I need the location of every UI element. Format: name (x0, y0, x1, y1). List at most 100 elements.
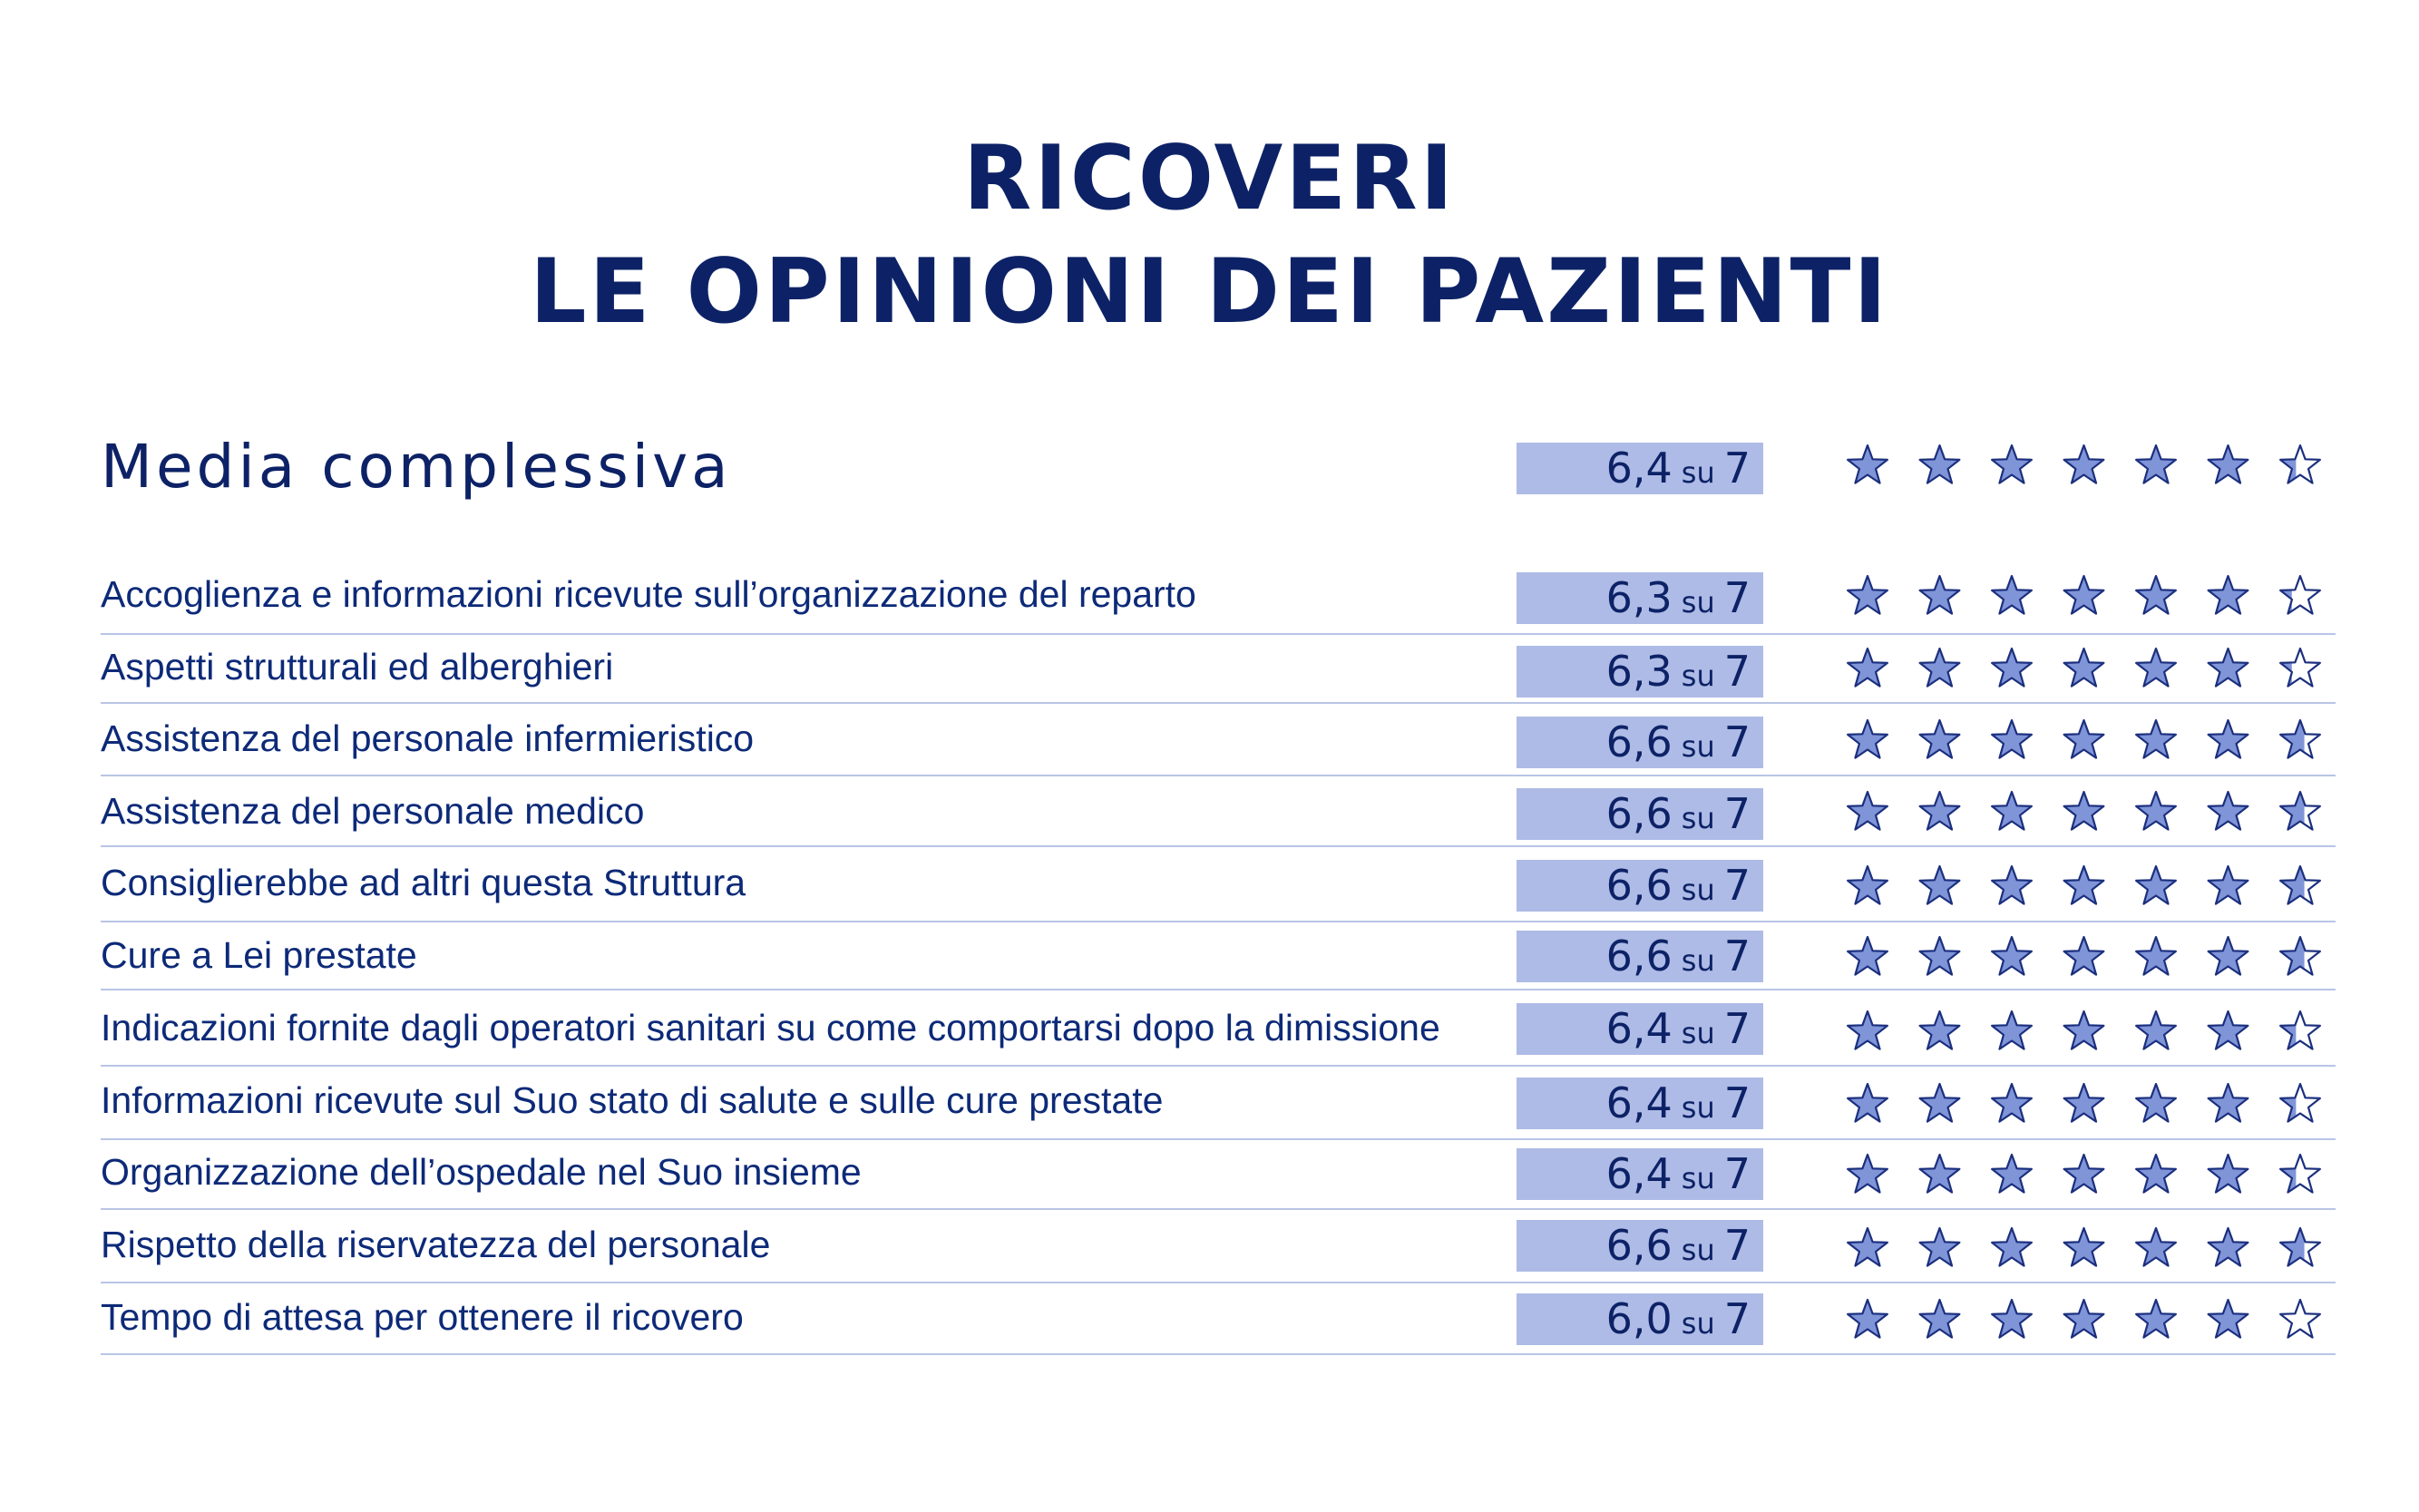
star-icon-fill (1919, 720, 1960, 758)
star-icon (1918, 1153, 1961, 1194)
star-icon-fill (1992, 1300, 2032, 1338)
row-separator (101, 1208, 2336, 1210)
row-label-aspetti-strutturali: Aspetti strutturali ed alberghieri (101, 646, 614, 688)
star-icon-fill (2136, 792, 2176, 830)
row-star-rating (1847, 1298, 2321, 1339)
row-score-su: su (1681, 729, 1715, 764)
star-icon (2063, 574, 2105, 615)
row-score-su: su (1681, 1233, 1715, 1267)
star-icon (1991, 790, 2033, 831)
star-icon (1991, 444, 2033, 484)
row-score-value: 6,6 (1605, 1221, 1673, 1270)
row-separator (101, 1138, 2336, 1140)
star-icon (1991, 1153, 2033, 1194)
row-star-rating (1847, 1082, 2321, 1123)
row-separator (101, 989, 2336, 990)
star-icon-fill (1992, 866, 2032, 904)
star-icon-fill (2208, 649, 2248, 687)
star-icon (2279, 935, 2321, 976)
star-icon-fill (2063, 649, 2104, 687)
star-icon-fill (2280, 866, 2305, 904)
star-icon (1918, 718, 1961, 759)
star-icon-fill (1919, 792, 1960, 830)
row-score-su: su (1681, 585, 1715, 619)
row-score-su: su (1681, 943, 1715, 978)
row-score-su: su (1681, 801, 1715, 835)
row-score-su: su (1681, 1161, 1715, 1195)
star-icon (2063, 647, 2105, 688)
row-star-rating (1847, 574, 2321, 615)
row-label-organizzazione: Organizzazione dell’ospedale nel Suo ins… (101, 1151, 862, 1193)
star-icon (2063, 1010, 2105, 1050)
star-icon-fill (2280, 662, 2292, 687)
star-icon-fill (1919, 1300, 1960, 1338)
star-icon (2279, 864, 2321, 905)
star-icon (1991, 935, 2033, 976)
star-icon-fill (2208, 1155, 2248, 1193)
star-icon-fill (1848, 937, 1887, 975)
star-icon (2207, 790, 2249, 831)
star-icon-fill (1848, 720, 1887, 758)
title-line-2: LE OPINIONI DEI PAZIENTI (530, 240, 1889, 344)
row-score-max: 7 (1723, 932, 1751, 980)
star-icon (1847, 790, 1888, 831)
row-score-box: 6,3 su 7 (1517, 646, 1763, 697)
star-icon (1847, 1082, 1888, 1123)
row-score-box: 6,6 su 7 (1517, 717, 1763, 768)
star-icon (1991, 1226, 2033, 1267)
star-icon-fill (2136, 649, 2176, 687)
row-score-box: 6,4 su 7 (1517, 1003, 1763, 1055)
star-icon (1991, 647, 2033, 688)
row-star-rating (1847, 1226, 2321, 1267)
star-icon (1847, 864, 1888, 905)
row-score-max: 7 (1723, 1004, 1751, 1053)
row-label-indicazioni: Indicazioni fornite dagli operatori sani… (101, 1007, 1440, 1049)
star-icon (2063, 1153, 2105, 1194)
star-icon (2135, 1226, 2177, 1267)
row-score-value: 6,4 (1605, 1149, 1673, 1198)
star-icon-fill (2063, 792, 2104, 830)
star-icon (1991, 1010, 2033, 1050)
star-icon (1991, 1082, 2033, 1123)
star-icon (2135, 647, 2177, 688)
star-icon (1918, 574, 1961, 615)
row-score-value: 6,0 (1605, 1294, 1673, 1343)
star-icon (1918, 935, 1961, 976)
star-icon (2063, 935, 2105, 976)
star-icon (2063, 444, 2105, 484)
row-score-box: 6,6 su 7 (1517, 931, 1763, 982)
star-icon-fill (1848, 445, 1887, 483)
star-icon-fill (1919, 1228, 1960, 1266)
star-icon-fill (2136, 1228, 2176, 1266)
star-icon (2279, 1226, 2321, 1267)
star-icon-fill (2280, 456, 2297, 483)
star-icon (1991, 1298, 2033, 1339)
star-icon-fill (1992, 720, 2032, 758)
row-separator (101, 633, 2336, 635)
star-icon-fill (2208, 937, 2248, 975)
star-icon (2207, 1298, 2249, 1339)
star-icon-fill (1992, 1011, 2032, 1049)
row-score-value: 6,3 (1605, 573, 1673, 622)
star-icon-fill (1992, 937, 2032, 975)
star-icon-fill (1848, 1011, 1887, 1049)
star-icon-fill (2136, 937, 2176, 975)
star-icon (2279, 718, 2321, 759)
star-icon-fill (1848, 792, 1887, 830)
star-icon-fill (1919, 649, 1960, 687)
star-icon-fill (1919, 1084, 1960, 1122)
star-icon (2279, 790, 2321, 831)
row-label-assistenza-infermieristico: Assistenza del personale infermieristico (101, 717, 755, 759)
star-icon (2279, 1298, 2321, 1339)
star-icon-fill (1919, 866, 1960, 904)
row-star-rating (1847, 790, 2321, 831)
row-score-value: 6,6 (1605, 861, 1673, 910)
row-star-rating (1847, 718, 2321, 759)
star-icon (2135, 790, 2177, 831)
star-icon-fill (2208, 576, 2248, 614)
star-icon (2279, 1010, 2321, 1050)
star-icon-fill (2063, 1300, 2104, 1338)
row-score-box: 6,4 su 7 (1517, 1078, 1763, 1129)
star-icon (2207, 864, 2249, 905)
row-score-box: 6,0 su 7 (1517, 1293, 1763, 1345)
